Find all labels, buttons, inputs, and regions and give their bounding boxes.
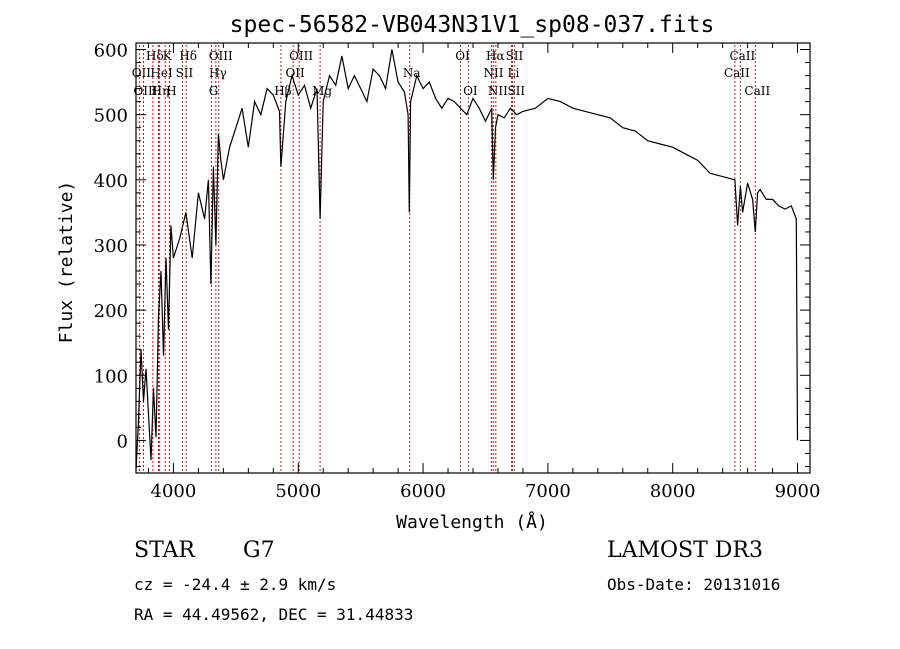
line-marker-label: HeI (150, 66, 173, 80)
y-tick-label: 100 (94, 366, 128, 387)
line-marker-label: SII (506, 49, 524, 63)
plot-frame (135, 42, 811, 474)
line-marker-label: CaII (729, 49, 755, 63)
redshift-text: cz = -24.4 ± 2.9 km/s (134, 575, 337, 594)
axis-ticks: 4000 5000 6000 7000 8000 9000 0 100 200 300 400 500… (94, 41, 821, 502)
line-marker-label: SII (176, 66, 194, 80)
line-marker-label: OIII (209, 49, 233, 63)
y-tick-label: 400 (94, 171, 128, 192)
line-marker-label: OI (463, 84, 478, 98)
line-marker-label: OIII (133, 84, 157, 98)
line-marker-label: OIII (289, 49, 313, 63)
line-marker-label: G (209, 84, 219, 98)
x-tick-label: 9000 (775, 481, 821, 502)
spectrum-series-line (135, 49, 799, 470)
line-marker-label: OII (132, 66, 152, 80)
line-marker-label: Li (508, 66, 520, 80)
line-marker-label: OI (455, 49, 470, 63)
obs-date-text: Obs-Date: 20131016 (607, 575, 781, 594)
x-tick-label: 5000 (275, 481, 321, 502)
line-marker-label: Hα (486, 49, 505, 63)
line-marker-label: K (163, 49, 173, 63)
y-tick-label: 500 (94, 106, 128, 127)
line-marker-label: Hδ (146, 49, 164, 63)
line-marker-label: Hγ (209, 66, 227, 80)
line-marker-label: NII (483, 66, 503, 80)
line-marker-label: NII (488, 84, 508, 98)
x-tick-label: 7000 (525, 481, 571, 502)
line-marker-label: CaII (724, 66, 750, 80)
object-subclass: G7 (243, 538, 275, 563)
line-marker-label: CaII (744, 84, 770, 98)
line-marker-label: SII (507, 84, 525, 98)
x-tick-label: 8000 (650, 481, 696, 502)
y-tick-label: 600 (94, 41, 128, 62)
chart-title: spec-56582-VB043N31V1_sp08-037.fits (230, 12, 715, 38)
object-class: STAR (134, 538, 195, 563)
x-tick-label: 4000 (151, 481, 197, 502)
line-marker-label: OII (285, 66, 305, 80)
y-tick-label: 200 (94, 301, 128, 322)
y-axis-label: Flux (relative) (56, 181, 77, 344)
y-tick-label: 300 (94, 236, 128, 257)
line-marker-label: H (166, 84, 176, 98)
y-tick-label: 0 (117, 431, 128, 452)
line-marker-label: Hδ (179, 49, 197, 63)
x-axis-label: Wavelength (Å) (396, 511, 548, 533)
x-tick-label: 6000 (400, 481, 446, 502)
line-marker-label: Hη (152, 84, 170, 98)
coordinates-text: RA = 44.49562, DEC = 31.44833 (134, 605, 414, 624)
survey-name: LAMOST DR3 (607, 538, 763, 563)
